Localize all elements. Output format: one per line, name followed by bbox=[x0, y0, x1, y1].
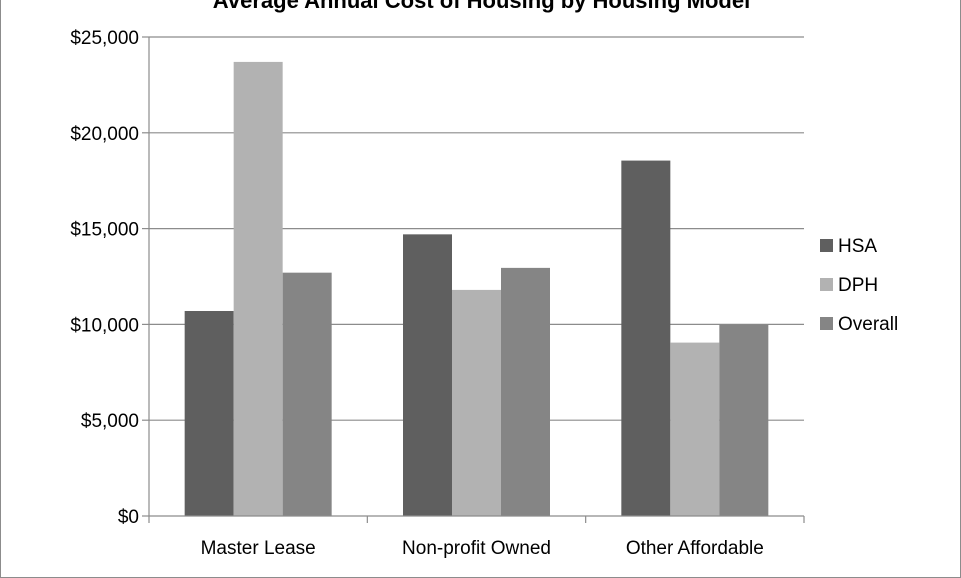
legend-label-overall: Overall bbox=[838, 314, 898, 335]
legend-label-dph: DPH bbox=[838, 275, 878, 296]
legend-swatch-dph bbox=[820, 278, 833, 291]
bar-overall-2 bbox=[501, 267, 550, 516]
bar-dph-1 bbox=[233, 61, 283, 517]
y-tick-label: $15,000 bbox=[70, 220, 139, 241]
x-tick-label: Master Lease bbox=[201, 538, 316, 559]
bar-overall-3 bbox=[719, 324, 769, 516]
y-tick-label: $10,000 bbox=[70, 315, 139, 336]
legend-label-hsa: HSA bbox=[838, 236, 877, 257]
bar-dph-3 bbox=[670, 342, 720, 516]
legend-swatch-overall bbox=[820, 317, 833, 330]
bar-overall-1 bbox=[282, 272, 332, 516]
y-tick-label: $25,000 bbox=[70, 28, 139, 49]
bar-hsa-1 bbox=[184, 310, 234, 516]
x-tick-label: Non-profit Owned bbox=[402, 538, 551, 559]
legend-swatch-hsa bbox=[820, 239, 833, 252]
bar-hsa-2 bbox=[403, 234, 452, 516]
chart-title: Average Annual Cost of Housing by Housin… bbox=[212, 0, 751, 13]
y-tick-label: $5,000 bbox=[81, 411, 139, 432]
x-tick-label: Other Affordable bbox=[626, 538, 764, 559]
y-tick-label: $20,000 bbox=[70, 124, 139, 145]
bar-hsa-3 bbox=[621, 160, 671, 516]
y-tick-label: $0 bbox=[118, 507, 139, 528]
bar-dph-2 bbox=[452, 289, 501, 516]
